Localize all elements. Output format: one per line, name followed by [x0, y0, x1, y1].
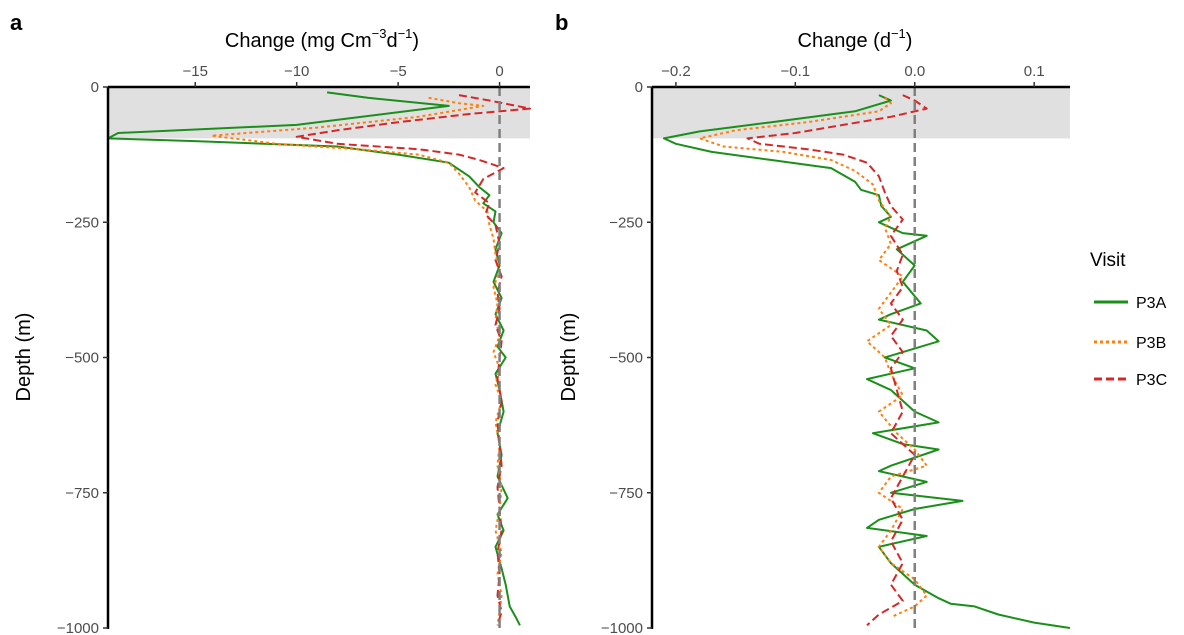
panel-b-y-axis-title: Depth (m): [558, 313, 580, 402]
legend-label-p3a: P3A: [1136, 295, 1167, 312]
panel-b-x-axis-title: Change (d−1): [798, 26, 913, 52]
panel-b: b −0.2 −0.1 0.0 0.1 0 −250 −500 −750 −1000 Chan…: [555, 10, 1071, 635]
panel-a-x-tick-label: −15: [183, 63, 208, 80]
panel-a-series-p3b: [210, 96, 503, 626]
panel-a-x-axis-title: Change (mg Cm−3d−1): [225, 26, 419, 52]
panel-b-y-ticks: 0 −250 −500 −750 −1000: [601, 79, 652, 635]
legend-label-p3c: P3C: [1136, 372, 1167, 389]
panel-a-x-ticks: −15 −10 −5 0: [183, 63, 504, 87]
panel-a-x-tick-label: −10: [284, 63, 309, 80]
panel-b-y-tick-label: −750: [609, 485, 643, 502]
legend-label-p3b: P3B: [1136, 335, 1166, 352]
legend-entry-p3c: P3C: [1094, 372, 1167, 389]
panel-b-series-p3a: [662, 94, 1071, 629]
panel-letter-b: b: [555, 10, 568, 35]
panel-a-y-tick-label: −250: [65, 214, 99, 231]
panel-b-y-tick-label: −250: [609, 214, 643, 231]
panel-a-y-ticks: 0 −250 −500 −750 −1000: [57, 79, 108, 635]
legend: Visit P3A P3B P3C: [1090, 250, 1167, 389]
legend-entry-p3b: P3B: [1094, 335, 1166, 352]
panel-b-y-tick-label: −1000: [601, 620, 643, 635]
panel-a: a −15 −10 −5 0 0 −250 −500 −750 −1000 Change (m…: [10, 10, 531, 635]
panel-a-y-tick-label: −750: [65, 485, 99, 502]
panel-b-y-tick-label: −500: [609, 350, 643, 367]
panel-b-y-tick-label: 0: [635, 79, 643, 96]
panel-b-shaded-zone: [652, 87, 1070, 139]
panel-a-y-tick-label: −1000: [57, 620, 99, 635]
panel-b-series-p3c: [746, 94, 928, 627]
legend-title: Visit: [1090, 250, 1126, 271]
panel-a-series-group: [107, 91, 531, 626]
panel-letter-a: a: [10, 10, 23, 35]
panel-a-x-tick-label: −5: [390, 63, 407, 80]
panel-a-y-axis-title: Depth (m): [13, 313, 35, 402]
panel-b-series-p3b: [698, 97, 928, 619]
panel-a-x-tick-label: 0: [495, 63, 503, 80]
panel-b-x-ticks: −0.2 −0.1 0.0 0.1: [661, 63, 1045, 87]
panel-b-x-tick-label: −0.1: [781, 63, 811, 80]
panel-a-series-p3c: [295, 94, 531, 626]
legend-entry-p3a: P3A: [1094, 295, 1167, 312]
panel-a-series-p3a: [107, 91, 521, 626]
panel-b-series-group: [662, 94, 1071, 629]
panel-b-x-tick-label: −0.2: [661, 63, 691, 80]
panel-b-x-tick-label: 0.0: [904, 63, 925, 80]
panel-a-y-tick-label: −500: [65, 350, 99, 367]
panel-a-y-tick-label: 0: [91, 79, 99, 96]
panel-b-x-tick-label: 0.1: [1024, 63, 1045, 80]
